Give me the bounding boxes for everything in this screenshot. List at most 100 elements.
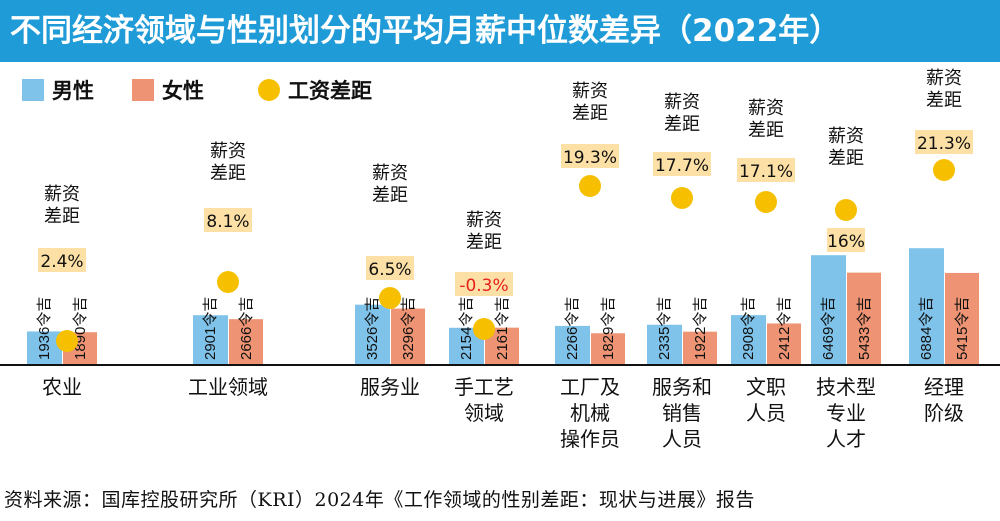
bar-label-male-7: 6469令吉	[820, 297, 837, 360]
gap-label-box-0	[38, 248, 86, 272]
category-label-2-0: 服务业	[360, 375, 420, 399]
category-label-4-2: 操作员	[560, 427, 620, 451]
category-label-4-1: 机械	[570, 401, 610, 425]
bar-label-male-3: 2154令吉	[458, 297, 475, 360]
gap-word-1-1: 差距	[210, 163, 246, 184]
source-note: 资料来源：国库控股研究所（KRI）2024年《工作领域的性别差距：现状与进展》报…	[4, 489, 755, 511]
gap-dot-3	[473, 318, 495, 340]
bar-male-1	[193, 315, 228, 364]
gap-label-box-2	[366, 256, 414, 280]
gap-label-box-3	[455, 272, 513, 296]
bar-label-male-4: 2266令吉	[564, 297, 581, 360]
legend-marker-2	[258, 79, 280, 101]
bar-male-8	[909, 248, 944, 364]
bar-female-7	[847, 272, 881, 364]
category-label-7-2: 人才	[826, 427, 866, 451]
legend-label-1: 女性	[162, 79, 204, 103]
gap-word-5-1: 差距	[664, 114, 700, 135]
bar-female-6	[767, 323, 801, 364]
category-label-0-0: 农业	[42, 375, 82, 399]
gap-label-box-8	[915, 130, 973, 154]
gap-word-5-0: 薪资	[664, 92, 700, 113]
gap-label-6: 17.1%	[739, 162, 793, 182]
gap-dot-6	[755, 191, 777, 213]
gap-word-0-1: 差距	[44, 206, 80, 227]
gap-label-4: 19.3%	[563, 148, 617, 168]
legend-label-0: 男性	[52, 79, 94, 103]
bar-label-male-6: 2908令吉	[740, 297, 757, 360]
gap-word-6-0: 薪资	[748, 98, 784, 119]
bar-male-2	[355, 304, 390, 364]
category-label-3-1: 领域	[464, 401, 504, 425]
category-label-5-1: 销售	[662, 401, 702, 425]
bar-label-female-1: 2666令吉	[238, 297, 255, 360]
gap-label-box-6	[737, 158, 795, 182]
gap-label-3: -0.3%	[459, 276, 508, 296]
gap-label-8: 21.3%	[917, 134, 971, 154]
bar-label-female-5: 1922令吉	[692, 297, 709, 360]
gap-dot-4	[579, 175, 601, 197]
gap-word-1-0: 薪资	[210, 141, 246, 162]
category-label-8-0: 经理	[924, 375, 964, 399]
category-label-8-1: 阶级	[924, 401, 964, 425]
gap-word-4-1: 差距	[572, 103, 608, 124]
category-label-4-0: 工厂及	[560, 375, 620, 399]
bar-label-male-5: 2335令吉	[656, 297, 673, 360]
bar-female-8	[945, 272, 979, 364]
bar-label-male-8: 6884令吉	[918, 297, 935, 360]
chart-title: 不同经济领域与性别划分的平均月薪中位数差异（2022年）	[0, 0, 1000, 62]
gap-dot-5	[671, 187, 693, 209]
bar-male-5	[647, 324, 682, 364]
bar-male-7	[811, 255, 846, 364]
gap-label-0: 2.4%	[40, 252, 83, 272]
category-label-6-1: 人员	[746, 401, 786, 425]
bar-label-female-0: 1890令吉	[72, 297, 89, 360]
gap-word-3-0: 薪资	[466, 210, 502, 231]
category-label-7-0: 技术型	[816, 375, 876, 399]
gap-word-4-0: 薪资	[572, 81, 608, 102]
gap-label-box-5	[653, 152, 711, 176]
category-label-1-0: 工业领域	[188, 375, 268, 399]
bar-female-1	[229, 319, 263, 364]
category-label-6-0: 文职	[746, 375, 786, 399]
gap-dot-0	[56, 330, 78, 352]
bar-label-female-7: 5433令吉	[856, 297, 873, 360]
gap-dot-7	[835, 199, 857, 221]
gap-label-2: 6.5%	[368, 260, 411, 280]
bar-label-female-3: 2161令吉	[494, 297, 511, 360]
gap-label-box-7	[827, 228, 865, 252]
category-label-7-1: 专业	[826, 401, 866, 425]
gap-dot-8	[933, 159, 955, 181]
bar-label-female-2: 3296令吉	[400, 297, 417, 360]
gap-dot-1	[217, 271, 239, 293]
gap-word-8-0: 薪资	[926, 68, 962, 89]
bar-label-male-1: 2901令吉	[202, 297, 219, 360]
bar-male-6	[731, 315, 766, 364]
bar-label-female-4: 1829令吉	[600, 297, 617, 360]
category-label-3-0: 手工艺	[454, 375, 514, 399]
legend-marker-1	[132, 79, 154, 101]
gap-label-5: 17.7%	[655, 156, 709, 176]
bar-label-female-6: 2412令吉	[776, 297, 793, 360]
gap-label-box-1	[204, 208, 252, 232]
bar-female-5	[683, 331, 717, 364]
legend-marker-0	[22, 79, 44, 101]
bar-label-male-2: 3526令吉	[364, 297, 381, 360]
legend-label-2: 工资差距	[288, 79, 372, 103]
gap-word-2-1: 差距	[372, 185, 408, 206]
gap-word-7-0: 薪资	[828, 126, 864, 147]
gap-label-1: 8.1%	[206, 212, 249, 232]
bar-label-male-0: 1936令吉	[36, 297, 53, 360]
gap-label-box-4	[561, 144, 619, 168]
category-label-5-2: 人员	[662, 427, 702, 451]
gap-word-8-1: 差距	[926, 90, 962, 111]
bar-label-female-8: 5415令吉	[954, 297, 971, 360]
bar-female-2	[391, 308, 425, 364]
gap-word-3-1: 差距	[466, 232, 502, 253]
gap-word-0-0: 薪资	[44, 184, 80, 205]
bar-female-4	[591, 333, 625, 364]
bar-male-0	[27, 331, 62, 364]
gap-word-2-0: 薪资	[372, 163, 408, 184]
gap-word-7-1: 差距	[828, 148, 864, 169]
bar-male-4	[555, 325, 590, 364]
